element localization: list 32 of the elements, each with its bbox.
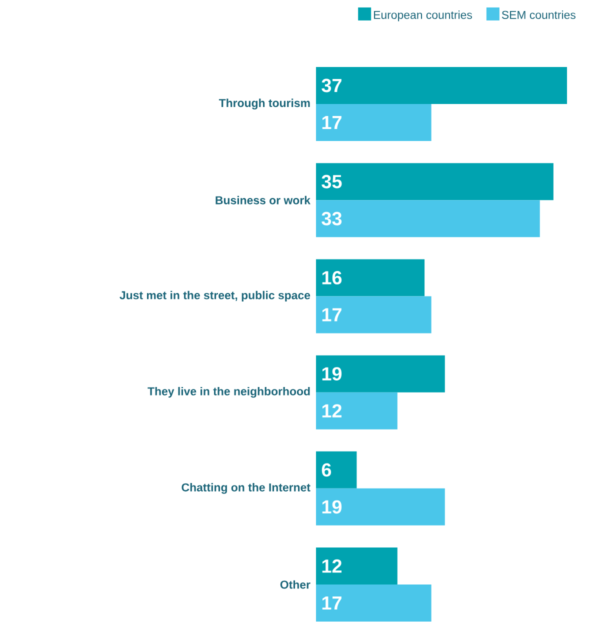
data-label: 33 xyxy=(322,212,342,226)
y-tick-label: Chatting on the Internet xyxy=(182,483,310,494)
y-tick-label: Other xyxy=(280,580,310,589)
data-label: 37 xyxy=(322,78,342,92)
bar xyxy=(316,548,398,585)
bar xyxy=(316,584,432,622)
y-tick-label: Just met in the street, public space xyxy=(120,290,310,302)
data-label: 35 xyxy=(322,174,342,188)
data-label: 19 xyxy=(322,367,342,381)
data-label: 17 xyxy=(322,308,342,322)
data-label: 12 xyxy=(322,559,342,573)
data-label: 17 xyxy=(322,596,342,610)
legend-label: SEM countries xyxy=(502,10,576,19)
y-tick-label: Through tourism xyxy=(218,98,310,110)
bar xyxy=(316,451,357,488)
legend-label: European countries xyxy=(374,10,472,22)
bar xyxy=(316,67,568,104)
bar xyxy=(316,163,554,200)
bar xyxy=(316,259,425,296)
y-tick-label: They live in the neighborhood xyxy=(148,386,310,398)
data-label: 12 xyxy=(322,404,342,418)
bar xyxy=(316,200,540,238)
bar xyxy=(316,296,432,334)
data-label: 17 xyxy=(322,116,342,130)
data-label: 16 xyxy=(322,271,342,284)
data-label: 19 xyxy=(322,500,342,514)
bar xyxy=(316,355,445,392)
bar xyxy=(316,392,398,430)
bar xyxy=(316,104,432,142)
bar xyxy=(316,488,445,526)
y-tick-label: Business or work xyxy=(216,196,310,204)
data-label: 6 xyxy=(322,463,332,477)
